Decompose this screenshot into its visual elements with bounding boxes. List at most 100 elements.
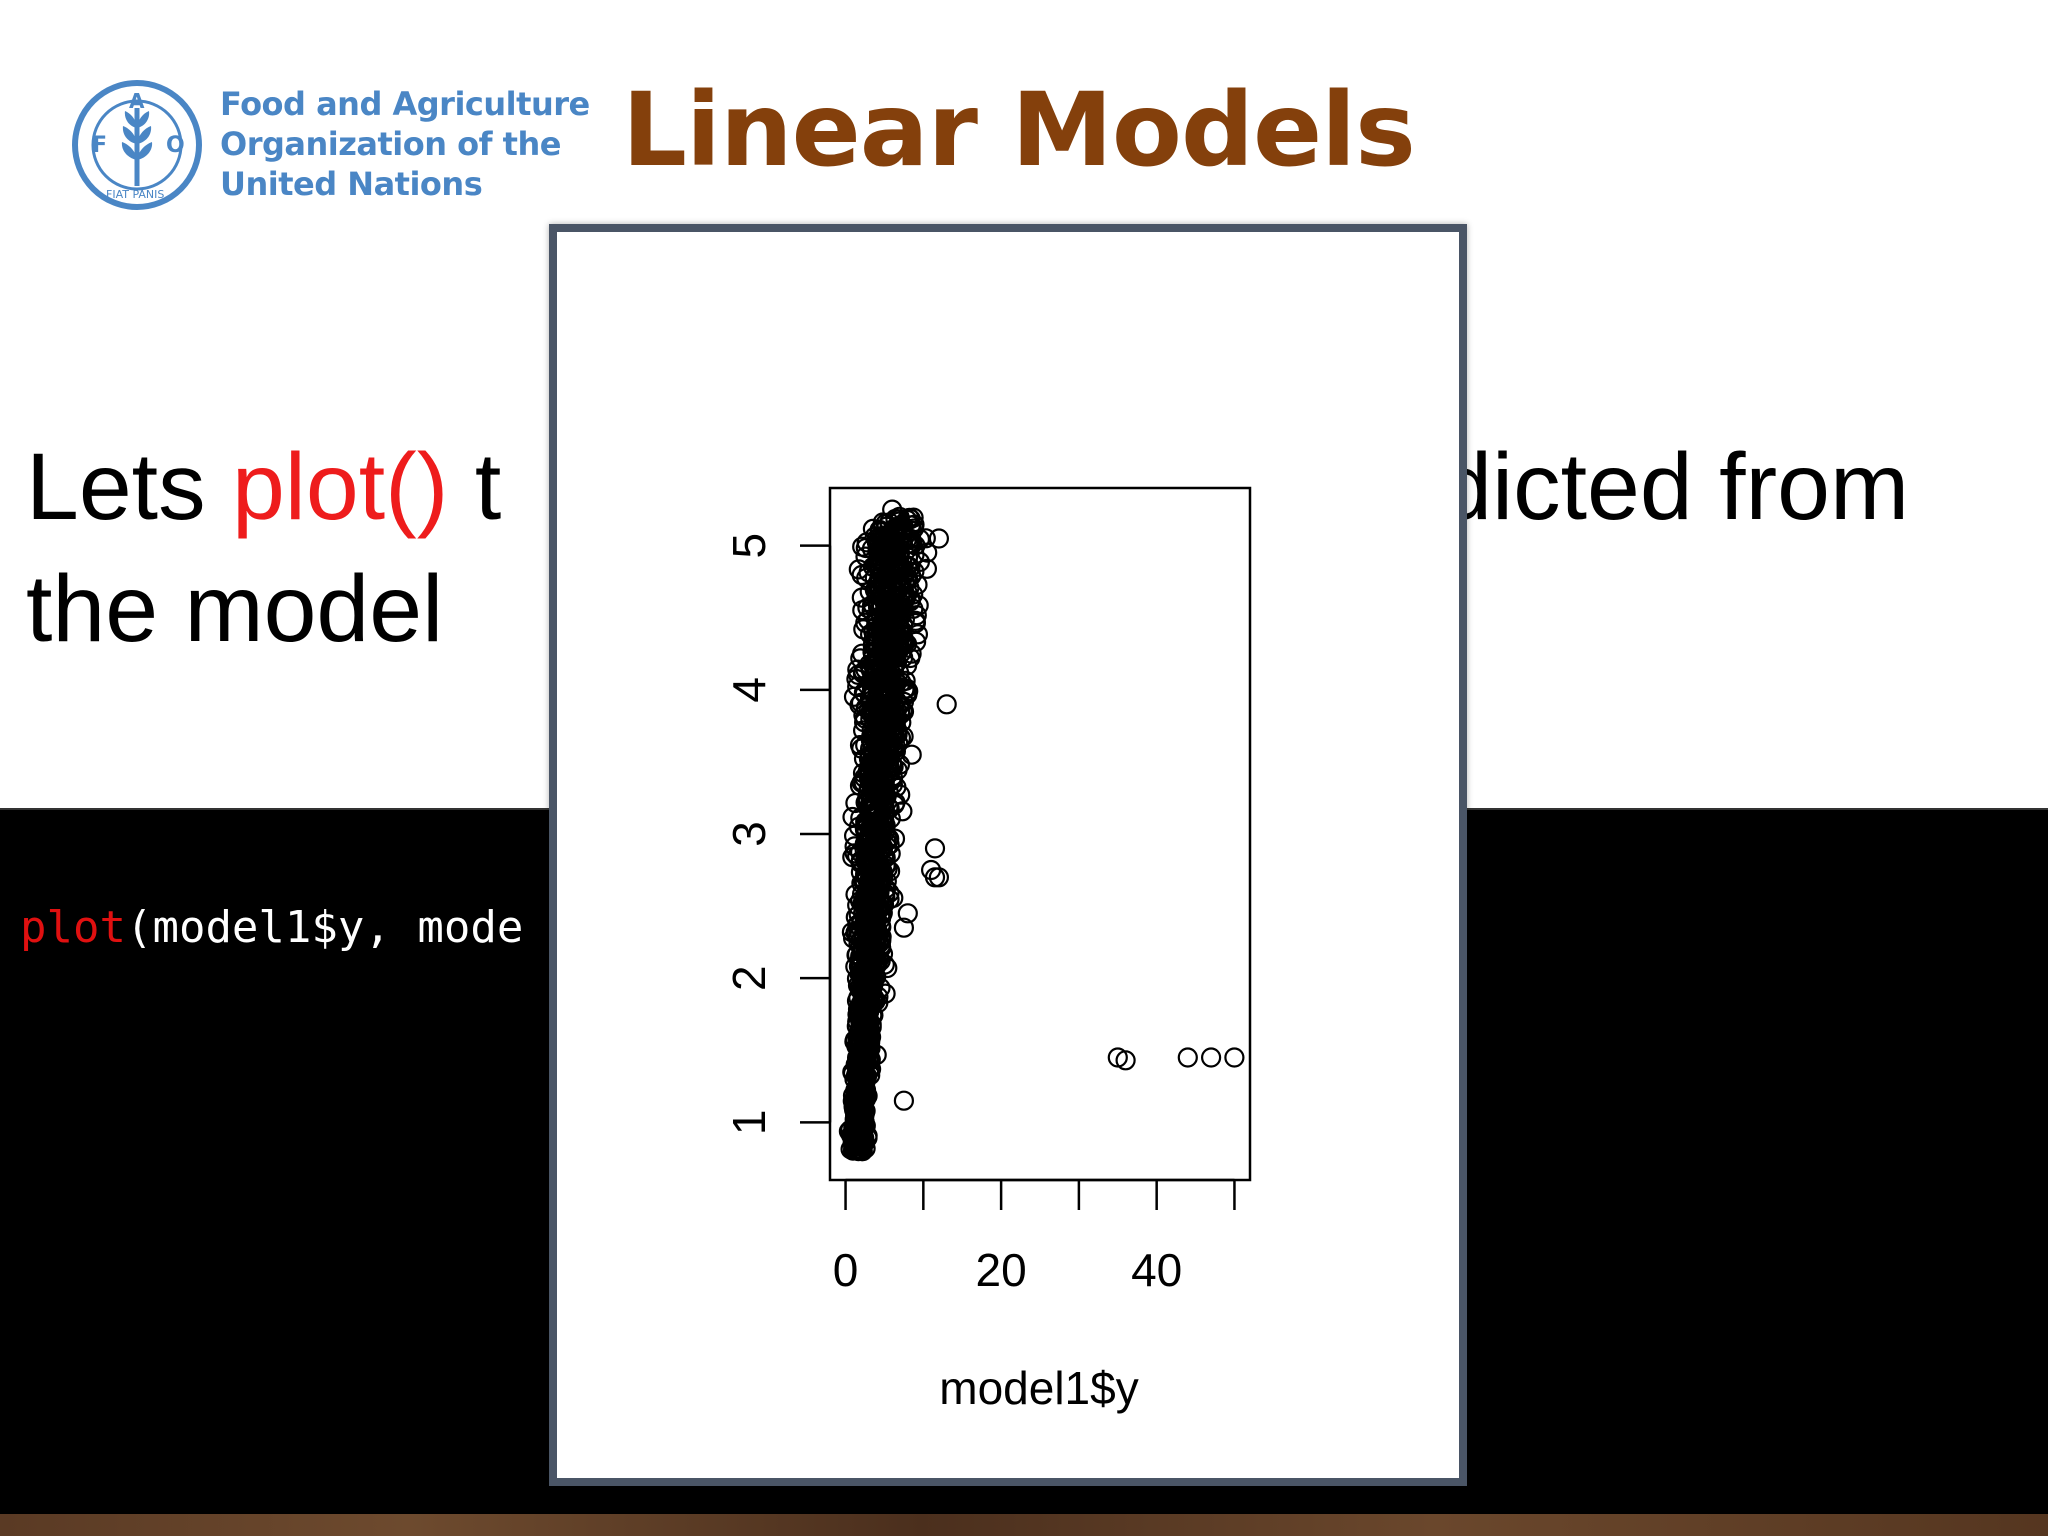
data-point-outlier — [1200, 1047, 1222, 1068]
data-point — [859, 889, 880, 910]
data-point — [852, 1087, 873, 1108]
data-point-outlier — [889, 542, 911, 563]
data-point — [901, 643, 922, 664]
logo-line-3: United Nations — [220, 165, 483, 203]
emblem-letter-top: A — [129, 89, 145, 113]
data-point — [870, 908, 892, 930]
data-point — [864, 816, 886, 837]
data-point — [849, 1076, 870, 1098]
data-point — [885, 653, 906, 675]
plot-popup: 0 20 40 1 2 3 4 5 model1$y — [549, 224, 1467, 1486]
data-point — [849, 694, 870, 715]
data-point — [874, 753, 895, 774]
data-point — [863, 863, 884, 885]
data-point — [891, 559, 912, 580]
body-text-part4: the model — [26, 556, 444, 662]
data-point — [846, 990, 868, 1012]
data-point — [853, 1046, 874, 1067]
data-point — [876, 616, 897, 637]
y-tick-label: 1 — [723, 1110, 775, 1136]
data-point — [862, 556, 884, 577]
data-point — [849, 1129, 870, 1150]
y-tick-label: 3 — [723, 821, 775, 847]
body-keyword: plot() — [231, 434, 449, 540]
data-point — [851, 587, 872, 608]
y-tick-label: 5 — [723, 533, 775, 559]
code-args: (model1$y, mode — [125, 902, 524, 953]
emblem-letter-right: O — [166, 133, 185, 158]
data-point — [859, 828, 880, 849]
data-point — [896, 587, 917, 608]
data-point — [860, 752, 881, 773]
emblem-motto: FIAT PANIS — [106, 188, 164, 201]
data-point — [886, 776, 907, 798]
data-point — [897, 684, 918, 705]
x-axis: 0 20 40 — [833, 1178, 1236, 1296]
data-point — [860, 1025, 881, 1046]
x-tick-label: 20 — [976, 1244, 1027, 1296]
data-point — [885, 741, 906, 762]
data-point — [845, 792, 866, 814]
y-tick-label: 2 — [723, 965, 775, 991]
data-point-outlier — [936, 694, 957, 715]
data-point — [866, 554, 888, 575]
data-point — [880, 843, 901, 864]
data-point-outlier — [928, 528, 949, 549]
data-point-outlier — [924, 838, 946, 859]
data-point-outlier — [897, 903, 918, 924]
y-tick-label: 4 — [723, 677, 775, 703]
data-point — [872, 512, 893, 533]
data-point-outlier — [1115, 1050, 1136, 1071]
data-point — [873, 586, 895, 607]
data-point — [858, 993, 879, 1014]
data-point — [875, 815, 896, 836]
fao-logo-text: Food and Agriculture Organization of the… — [220, 84, 590, 204]
data-point — [869, 521, 890, 542]
scatter-plot: 0 20 40 1 2 3 4 5 model1$y — [723, 486, 1252, 1414]
data-point — [876, 722, 898, 743]
data-point — [856, 567, 877, 589]
data-point — [872, 943, 894, 965]
data-point — [877, 858, 898, 880]
data-point — [860, 840, 881, 862]
data-point-outlier — [928, 867, 949, 888]
data-point-outlier — [1177, 1047, 1198, 1068]
code-line: plot(model1$y, mode — [20, 898, 523, 958]
data-point — [851, 1140, 872, 1162]
body-text-part1: Lets — [26, 434, 232, 540]
data-point — [869, 567, 890, 588]
y-axis: 1 2 3 4 5 — [723, 533, 832, 1136]
body-text-part2: t — [448, 434, 502, 540]
x-tick-label: 0 — [833, 1244, 859, 1296]
x-axis-label: model1$y — [939, 1362, 1138, 1414]
data-point — [848, 1060, 869, 1081]
logo-line-2: Organization of the — [220, 125, 561, 163]
data-point-outlier — [893, 917, 914, 938]
body-text: Lets plot() t dicted from the model — [26, 426, 2016, 670]
body-text-part3: dicted from — [1439, 434, 1910, 540]
x-tick-label: 40 — [1131, 1244, 1182, 1296]
data-point — [851, 912, 872, 934]
data-point-outlier — [1224, 1047, 1245, 1068]
data-point — [897, 509, 918, 530]
data-point — [853, 960, 874, 981]
data-point — [842, 806, 863, 828]
data-point — [893, 523, 914, 544]
data-point — [879, 565, 900, 586]
logo-line-1: Food and Agriculture — [220, 85, 590, 123]
fao-logo: F A O FIAT PANIS Food and Agriculture Or… — [70, 74, 590, 214]
data-point-outlier — [901, 744, 922, 765]
data-point — [884, 828, 906, 849]
footer-strip — [0, 1514, 2048, 1536]
data-point — [881, 673, 902, 694]
data-point — [881, 703, 902, 724]
data-point-outlier — [924, 867, 946, 888]
data-point — [876, 670, 898, 691]
data-point — [871, 916, 892, 938]
data-point — [851, 1097, 872, 1118]
data-point — [880, 626, 901, 647]
data-point-outlier — [882, 499, 903, 520]
slide-title: Linear Models — [622, 71, 1416, 190]
data-point — [852, 536, 873, 557]
fao-emblem-icon: F A O FIAT PANIS — [72, 80, 202, 210]
